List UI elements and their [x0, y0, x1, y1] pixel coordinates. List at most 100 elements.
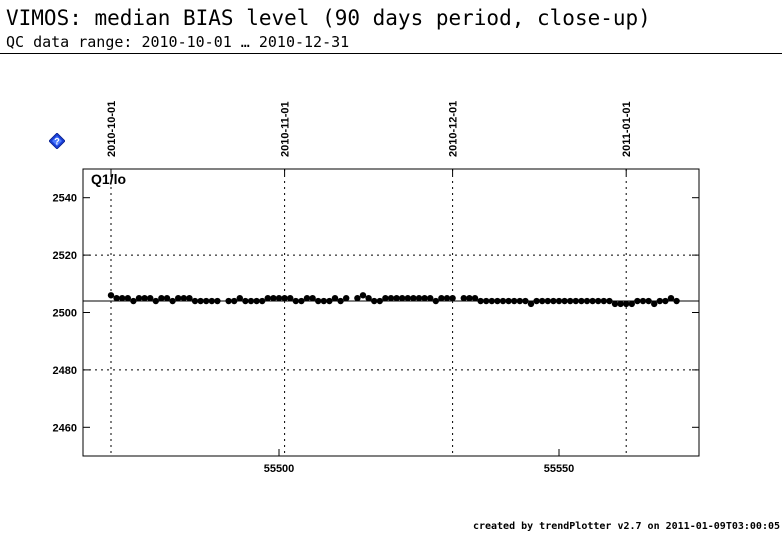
data-point — [527, 300, 535, 308]
data-point — [382, 294, 389, 302]
data-point — [662, 297, 669, 305]
data-point — [107, 292, 115, 299]
data-point — [343, 294, 350, 302]
data-point — [303, 294, 311, 302]
data-point — [354, 294, 361, 302]
data-point — [270, 294, 277, 302]
data-point — [141, 294, 148, 302]
data-point — [583, 297, 591, 305]
data-point — [393, 294, 400, 302]
data-point — [387, 294, 395, 302]
data-point — [645, 297, 652, 305]
data-point — [326, 297, 333, 305]
data-point — [449, 294, 456, 302]
data-point — [617, 300, 624, 308]
data-point — [561, 297, 568, 305]
data-point — [488, 297, 495, 305]
data-point — [460, 294, 467, 302]
data-point — [673, 297, 680, 305]
data-point — [667, 294, 675, 302]
data-point — [511, 297, 518, 305]
y-tick-label: 2500 — [53, 308, 77, 320]
data-point — [186, 294, 193, 302]
data-point — [287, 294, 294, 302]
data-point — [494, 297, 501, 305]
date-marker-label: 2011-01-01 — [621, 101, 633, 157]
data-point — [639, 297, 647, 305]
data-point — [410, 294, 417, 302]
data-point — [337, 297, 344, 305]
data-point — [152, 297, 159, 305]
footer-credit: created by trendPlotter v2.7 on 2011-01-… — [472, 521, 780, 532]
data-point — [113, 294, 120, 302]
data-point — [578, 297, 585, 305]
data-point — [606, 297, 613, 305]
data-point — [555, 297, 563, 305]
y-tick-label: 2540 — [53, 193, 77, 205]
grid-layer — [83, 169, 699, 456]
help-icon-glyph: ? — [54, 137, 60, 147]
help-icon[interactable]: ? — [49, 133, 65, 149]
y-tick-label: 2520 — [53, 250, 77, 262]
data-point — [275, 294, 283, 302]
data-point — [471, 294, 479, 302]
data-point — [516, 297, 523, 305]
data-point — [522, 297, 529, 305]
x-tick-label: 55550 — [544, 463, 575, 475]
data-point — [539, 297, 546, 305]
data-point — [432, 297, 439, 305]
data-point — [298, 297, 305, 305]
data-point — [309, 294, 316, 302]
data-point — [191, 297, 199, 305]
y-tick-label: 2460 — [53, 422, 77, 434]
data-point — [634, 297, 641, 305]
data-point — [163, 294, 171, 302]
data-point — [147, 294, 154, 302]
data-point — [595, 297, 602, 305]
data-point — [505, 297, 512, 305]
points-layer — [107, 292, 680, 308]
data-point — [331, 294, 339, 302]
data-point — [399, 294, 406, 302]
data-point — [135, 294, 143, 302]
data-point — [589, 297, 596, 305]
data-point — [427, 294, 434, 302]
data-point — [175, 294, 182, 302]
data-point — [421, 294, 428, 302]
data-point — [483, 297, 490, 305]
data-point — [404, 294, 411, 302]
data-point — [180, 294, 187, 302]
data-point — [438, 294, 445, 302]
data-point — [567, 297, 574, 305]
data-point — [443, 294, 451, 302]
data-point — [119, 294, 126, 302]
data-point — [611, 300, 619, 308]
header-divider — [0, 53, 782, 54]
data-point — [623, 300, 630, 308]
data-range-subtitle: QC data range: 2010-10-01 … 2010-12-31 — [6, 33, 350, 51]
data-point — [376, 297, 383, 305]
data-point — [365, 294, 372, 302]
data-point — [371, 297, 378, 305]
data-point — [158, 294, 165, 302]
date-marker-label: 2010-10-01 — [106, 101, 118, 157]
data-point — [231, 297, 238, 305]
data-point — [651, 300, 658, 308]
data-point — [320, 297, 327, 305]
data-point — [203, 297, 210, 305]
data-point — [359, 292, 367, 299]
plot-frame — [82, 168, 700, 457]
data-point — [130, 297, 137, 305]
data-point — [315, 297, 322, 305]
data-point — [499, 297, 507, 305]
data-point — [214, 297, 221, 305]
x-tick-label: 55500 — [264, 463, 295, 475]
data-point — [628, 300, 635, 308]
data-point — [247, 297, 255, 305]
data-point — [477, 297, 484, 305]
data-point — [259, 297, 266, 305]
data-point — [415, 294, 423, 302]
data-point — [236, 294, 243, 302]
page-title: VIMOS: median BIAS level (90 days period… — [6, 6, 651, 30]
